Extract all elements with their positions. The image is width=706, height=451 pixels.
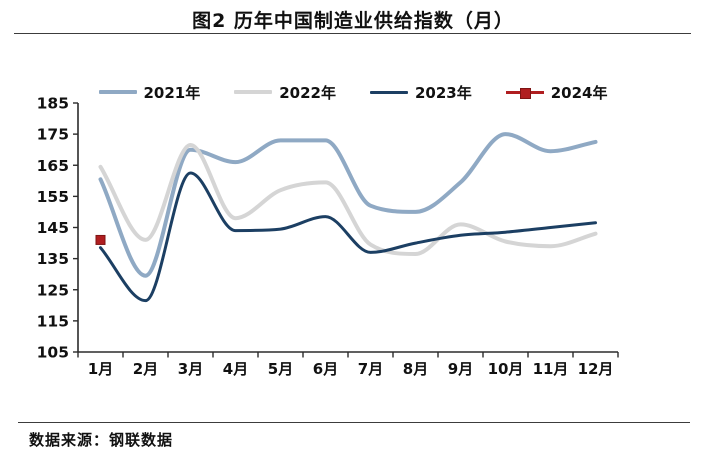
legend-label: 2022年: [279, 83, 336, 102]
legend-line-swatch: [234, 90, 273, 94]
legend-marker-swatch: [505, 87, 544, 99]
y-tick-label: 125: [37, 281, 69, 299]
x-tick-label: 4月: [223, 360, 248, 378]
legend-item-2024年: 2024年: [505, 82, 608, 103]
legend-item-2021年: 2021年: [98, 82, 201, 103]
legend-label: 2021年: [143, 83, 201, 102]
y-tick-label: 105: [37, 344, 69, 362]
x-tick-label: 2月: [133, 360, 158, 378]
legend-marker-square: [519, 87, 531, 99]
x-tick-label: 3月: [178, 360, 203, 378]
legend-line-swatch: [98, 90, 137, 94]
x-tick-label: 7月: [358, 360, 383, 378]
series-line-2022年: [98, 143, 598, 256]
legend-item-2023年: 2023年: [370, 82, 472, 103]
y-tick-label: 155: [37, 188, 69, 206]
x-tick-label: 1月: [88, 360, 113, 378]
title-divider: [14, 33, 691, 34]
y-tick-label: 115: [37, 312, 69, 330]
x-tick-label: 6月: [313, 360, 338, 378]
legend-label: 2023年: [415, 83, 472, 102]
y-tick-label: 175: [37, 126, 69, 144]
series-marker-2024年: [95, 234, 106, 245]
x-tick-label: 12月: [578, 360, 614, 378]
y-tick-label: 145: [37, 219, 69, 237]
page-title: 图2 历年中国制造业供给指数（月）: [192, 10, 514, 32]
legend-item-2022年: 2022年: [234, 82, 336, 103]
x-tick-label: 8月: [403, 360, 428, 378]
chart-legend: 2021年 2022年 2023年 2024年: [0, 82, 706, 102]
y-tick-label: 135: [37, 250, 69, 268]
source-divider: [18, 422, 690, 423]
series-line-2021年: [98, 132, 598, 278]
y-tick-label: 185: [37, 95, 69, 113]
x-tick-label: 11月: [533, 360, 569, 378]
x-tick-label: 9月: [448, 360, 473, 378]
legend-line-swatch: [370, 90, 408, 94]
source-note: 数据来源：钢联数据: [29, 431, 174, 449]
x-tick-label: 10月: [488, 360, 524, 378]
legend-label: 2024年: [550, 83, 608, 102]
y-tick-label: 165: [37, 157, 69, 175]
x-tick-label: 5月: [268, 360, 293, 378]
series-line-2023年: [99, 171, 597, 303]
